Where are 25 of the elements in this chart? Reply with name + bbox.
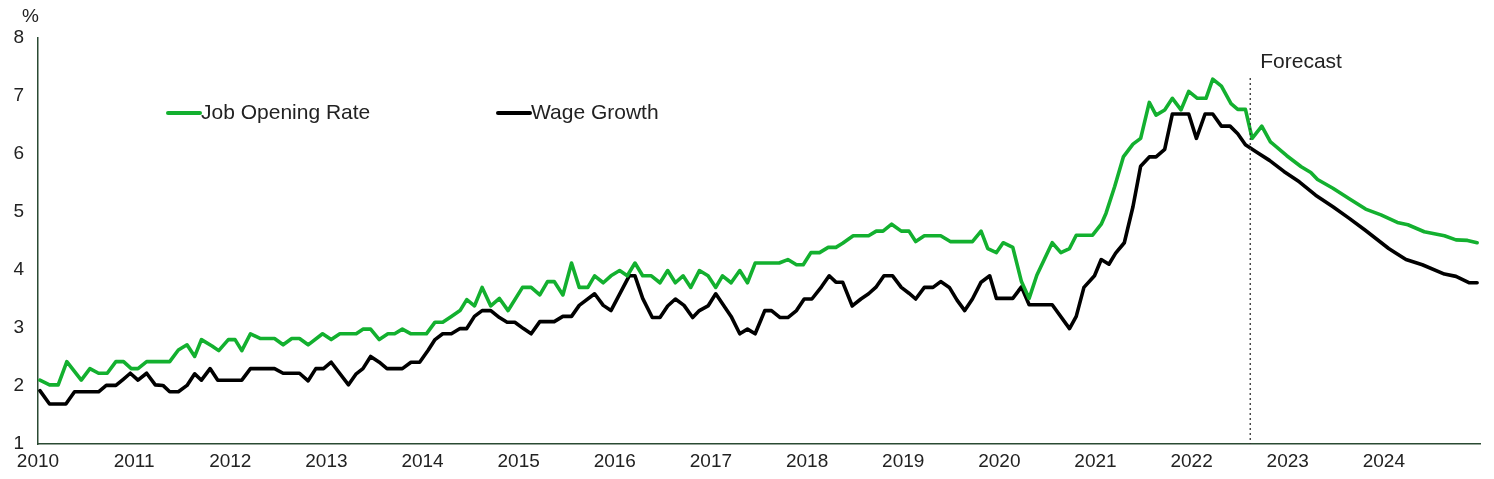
x-tick-label: 2019	[882, 449, 925, 471]
x-tick-label: 2014	[401, 449, 445, 471]
y-tick-label: 2	[13, 374, 24, 396]
x-tick-label: 2023	[1266, 449, 1309, 471]
x-tick-label: 2013	[305, 449, 348, 471]
x-tick-label: 2016	[593, 449, 636, 471]
y-tick-label: 8	[13, 26, 24, 48]
y-tick-label: 6	[13, 142, 24, 164]
x-tick-label: 2017	[689, 449, 733, 471]
x-tick-label: 2011	[113, 449, 155, 471]
x-tick-label: 2012	[209, 449, 252, 471]
ref-line-label: Forecast	[1260, 48, 1343, 72]
y-tick-label: 3	[13, 316, 24, 338]
y-tick-label: 4	[13, 258, 25, 280]
legend-label: Job Opening Rate	[201, 99, 371, 123]
x-tick-label: 2022	[1170, 449, 1213, 471]
y-tick-label: 7	[13, 84, 24, 106]
x-tick-label: 2018	[785, 449, 829, 471]
x-tick-label: 2015	[497, 449, 540, 471]
legend-label: Wage Growth	[531, 99, 659, 123]
x-tick-label: 2021	[1074, 449, 1117, 471]
y-tick-label: 5	[13, 200, 24, 222]
y-axis-title: %	[22, 4, 39, 26]
x-tick-label: 2024	[1362, 449, 1406, 471]
x-tick-label: 2020	[978, 449, 1021, 471]
